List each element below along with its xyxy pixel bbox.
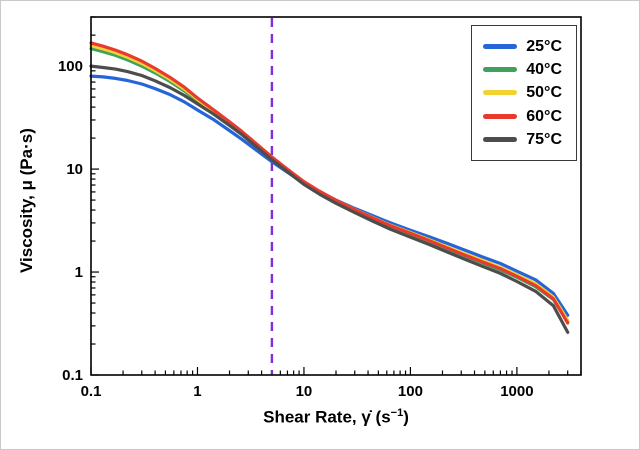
y-axis-title: Viscosity, μ (Pa·s) (17, 128, 36, 273)
legend-swatch-50c (483, 90, 518, 96)
legend: 25°C 40°C 50°C 60°C 75°C (471, 25, 577, 161)
legend-item-75c: 75°C (483, 130, 562, 149)
series-line-75c (89, 64, 570, 334)
x-tick-label: 100 (398, 383, 423, 400)
y-tick-label: 0.1 (62, 367, 83, 384)
legend-swatch-60c (483, 113, 518, 119)
x-tick-label: 1 (193, 383, 201, 400)
x-tick-label: 0.1 (81, 383, 102, 400)
series-line-60c (89, 41, 570, 325)
x-tick-label: 1000 (500, 383, 533, 400)
legend-item-25c: 25°C (483, 37, 562, 56)
legend-swatch-40c (483, 67, 518, 73)
legend-swatch-75c (483, 136, 518, 142)
y-tick-label: 100 (58, 58, 83, 75)
legend-swatch-25c (483, 44, 518, 50)
x-axis-title-close: ) (403, 407, 409, 427)
legend-label-40c: 40°C (526, 61, 562, 79)
legend-item-40c: 40°C (483, 60, 562, 79)
legend-label-25c: 25°C (526, 38, 562, 55)
x-axis-title-exponent: −1 (390, 407, 404, 419)
x-axis-title: Shear Rate, γ̇ (s−1) (91, 407, 581, 428)
legend-item-50c: 50°C (483, 83, 562, 102)
y-tick-label: 1 (75, 264, 83, 281)
y-tick-label: 10 (66, 161, 83, 178)
legend-label-60c: 60°C (526, 107, 562, 125)
legend-item-60c: 60°C (483, 107, 562, 126)
x-tick-label: 10 (296, 383, 313, 400)
x-axis-title-text: Shear Rate, γ̇ (s (263, 407, 391, 427)
plot-border (90, 16, 582, 376)
legend-label-50c: 50°C (526, 84, 562, 102)
legend-label-75c: 75°C (526, 130, 562, 148)
